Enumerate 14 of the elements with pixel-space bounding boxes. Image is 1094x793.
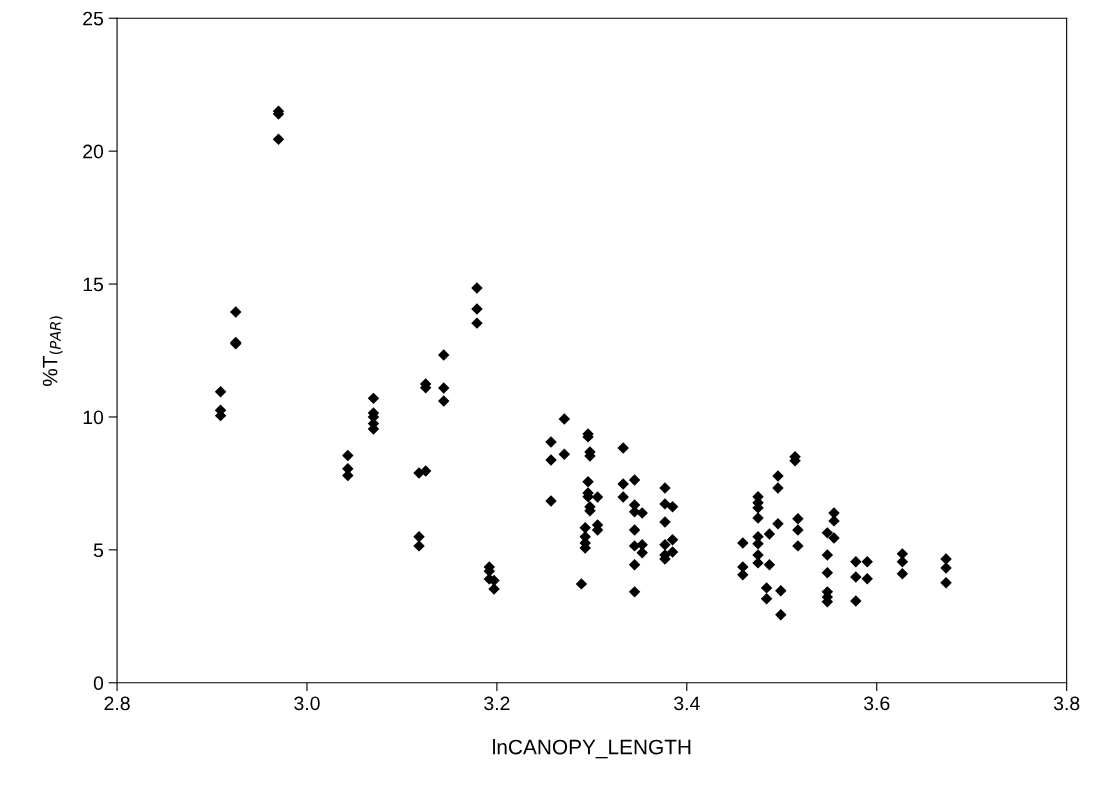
x-tick-label: 3.2 xyxy=(484,696,510,711)
y-tick-label: 0 xyxy=(93,676,104,691)
y-tick-label: 20 xyxy=(83,144,104,159)
x-tick-label: 3.0 xyxy=(294,696,320,711)
x-axis-title: lnCANOPY_LENGTH xyxy=(493,739,691,759)
y-tick-label: 10 xyxy=(83,410,104,425)
x-tick-label: 2.8 xyxy=(104,696,130,711)
x-tick-label: 3.8 xyxy=(1053,696,1080,711)
y-tick-label: 5 xyxy=(93,543,104,558)
x-tick-label: 3.4 xyxy=(674,696,700,711)
y-tick-label: 25 xyxy=(83,11,104,26)
x-tick-label: 3.6 xyxy=(863,696,890,711)
y-tick-label: 15 xyxy=(83,277,104,292)
y-axis-title: %T$_{(PAR)}$ xyxy=(42,316,63,387)
